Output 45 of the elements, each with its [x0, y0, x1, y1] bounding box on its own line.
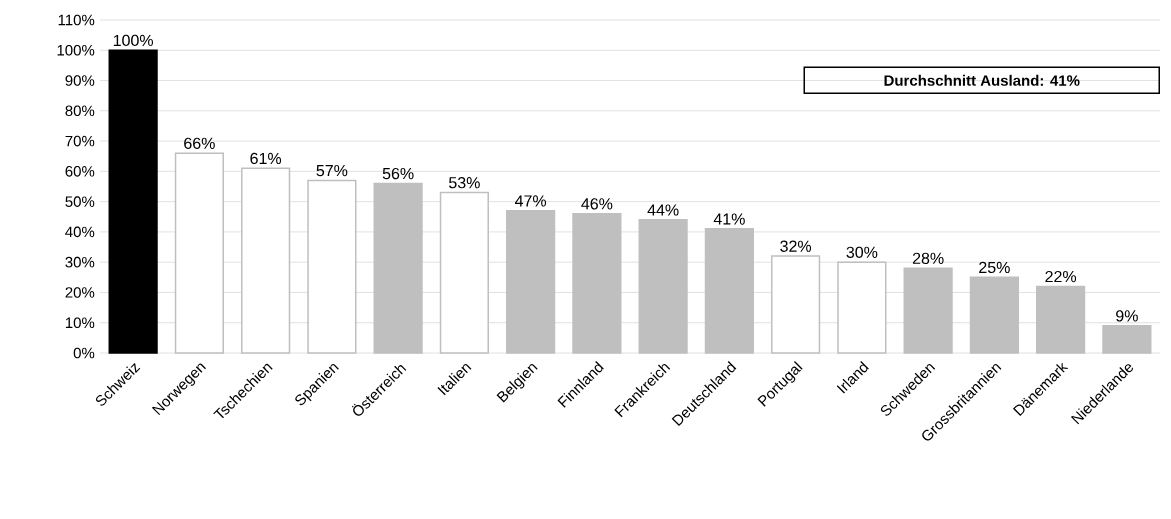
data-label: 41% — [713, 213, 745, 225]
y-tick-label: 60% — [65, 166, 95, 177]
bar — [439, 191, 489, 354]
data-label: 9% — [1116, 310, 1138, 322]
bar — [969, 276, 1019, 354]
bar — [307, 179, 357, 354]
annotation: Durchschnitt Ausland: 41% — [884, 74, 1080, 86]
data-label: 44% — [647, 204, 679, 216]
y-tick-label: 20% — [65, 287, 95, 298]
data-label: 28% — [912, 252, 944, 265]
bar — [506, 209, 556, 354]
y-tick-label: 10% — [65, 317, 95, 329]
bar — [108, 49, 158, 354]
data-label: 32% — [780, 240, 812, 252]
y-tick-label: 90% — [65, 75, 95, 86]
y-tick-label: 50% — [65, 196, 95, 207]
bar — [704, 228, 754, 354]
y-tick-label: 70% — [65, 135, 95, 147]
data-label: 30% — [846, 246, 878, 258]
y-tick-label: 100% — [57, 44, 95, 56]
data-label: 47% — [515, 195, 547, 207]
y-tick-label: 110% — [58, 14, 95, 26]
bar — [174, 152, 224, 354]
y-tick-label: 80% — [65, 105, 95, 117]
bar — [837, 261, 887, 354]
bar — [241, 167, 291, 354]
data-label: 66% — [184, 137, 215, 149]
bar — [572, 212, 622, 354]
y-tick-label: 40% — [65, 226, 95, 238]
data-label: 25% — [979, 261, 1010, 274]
data-label: 61% — [250, 152, 282, 165]
data-label: 100% — [113, 34, 154, 47]
y-tick-label: 30% — [65, 256, 95, 268]
data-label: 53% — [449, 177, 480, 189]
bar — [373, 182, 423, 354]
y-tick-label: 0% — [73, 347, 95, 359]
data-label: 57% — [316, 164, 348, 177]
bar — [638, 219, 688, 354]
data-label: 56% — [382, 167, 414, 180]
data-label: 22% — [1045, 270, 1077, 283]
data-label: 46% — [581, 198, 613, 210]
bar — [903, 267, 953, 354]
bar — [1036, 285, 1086, 354]
bar — [771, 255, 821, 354]
bar — [1102, 324, 1152, 354]
